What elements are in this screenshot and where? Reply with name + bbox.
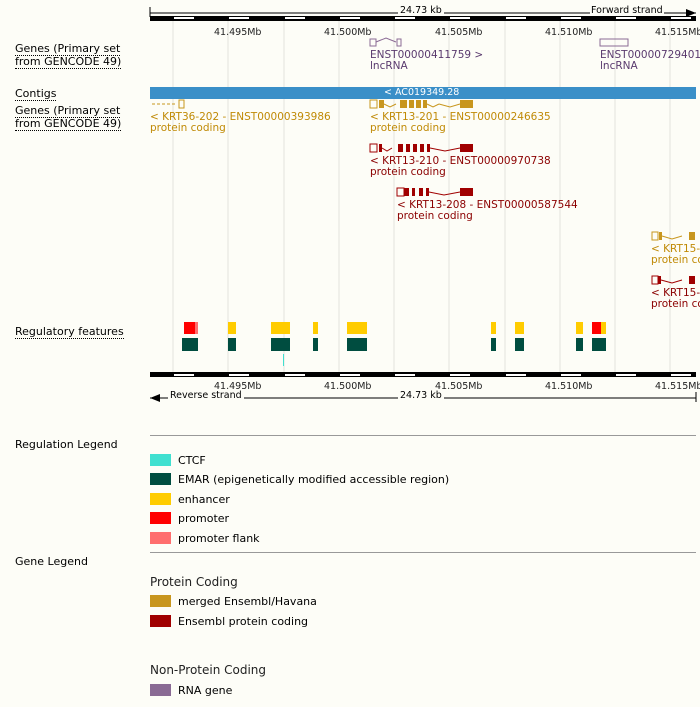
legend-label-enhancer: enhancer [178, 493, 230, 506]
gene-legend-divider [150, 552, 696, 553]
reg-enhancer[interactable] [313, 322, 318, 334]
reg-emar[interactable] [271, 338, 290, 351]
reg-emar[interactable] [228, 338, 236, 351]
reg-emar[interactable] [515, 338, 524, 351]
legend-label-emar: EMAR (epigenetically modified accessible… [178, 473, 450, 486]
track-label-regulatory[interactable]: Regulatory features [15, 325, 124, 339]
legend-swatch-enhancer [150, 493, 171, 505]
reg-emar[interactable] [182, 338, 198, 351]
forward-strand-label: Forward strand [590, 5, 664, 16]
contig-bar[interactable] [150, 87, 696, 99]
krt36-202-type: protein coding [150, 122, 226, 134]
krt15-a-glyph[interactable] [650, 231, 696, 243]
legend-swatch-emar [150, 473, 171, 485]
tick-bottom-2: 41.500Mb [324, 381, 372, 392]
reg-enhancer[interactable] [515, 322, 524, 334]
grid-lines [172, 21, 671, 373]
reg-promoter[interactable] [184, 322, 195, 334]
lncrna-1-type: lncRNA [370, 60, 408, 72]
krt15-a-type: protein co [651, 254, 700, 266]
krt13-201-type: protein coding [370, 122, 446, 134]
krt13-208-name[interactable]: < KRT13-208 - ENST00000587544 [397, 199, 578, 211]
reg-promoter[interactable] [592, 322, 601, 334]
lncrna-2-glyph[interactable] [598, 36, 638, 50]
tick-bottom-1: 41.495Mb [214, 381, 262, 392]
bottom-checker-bar [150, 372, 696, 377]
track-label-genes-bottom[interactable]: Genes (Primary set from GENCODE 49) [15, 104, 122, 131]
legend-swatch-merged [150, 595, 171, 607]
reg-emar[interactable] [592, 338, 606, 351]
legend-label-promoter: promoter [178, 512, 230, 525]
reg-enhancer[interactable] [576, 322, 583, 334]
krt13-210-name[interactable]: < KRT13-210 - ENST00000970738 [370, 155, 551, 167]
lncrna-1-name[interactable]: ENST00000411759 > [370, 49, 484, 61]
legend-label-ensembl-protein: Ensembl protein coding [178, 615, 309, 628]
krt13-210-type: protein coding [370, 166, 446, 178]
track-label-line: from GENCODE 49) [15, 55, 122, 69]
krt13-201-name[interactable]: < KRT13-201 - ENST00000246635 [370, 111, 551, 123]
lncrna-2-type: lncRNA [600, 60, 638, 72]
reg-ctcf[interactable] [283, 354, 284, 366]
krt15-a-name[interactable]: < KRT15- [651, 243, 700, 255]
krt13-208-glyph[interactable] [395, 187, 480, 199]
gene-legend-title: Gene Legend [15, 555, 88, 568]
reg-enhancer[interactable] [271, 322, 290, 334]
legend-label-merged: merged Ensembl/Havana [178, 595, 317, 608]
reg-emar[interactable] [576, 338, 583, 351]
non-protein-coding-title: Non-Protein Coding [150, 663, 267, 677]
reverse-arrow-icon [150, 394, 160, 402]
tick-bottom-5: 41.515Mb [655, 381, 700, 392]
track-label-line: Genes (Primary set [15, 104, 121, 118]
krt36-202-name[interactable]: < KRT36-202 - ENST00000393986 [150, 111, 331, 123]
reverse-strand-label: Reverse strand [168, 390, 244, 401]
tick-top-5: 41.515Mb [655, 27, 700, 38]
tick-top-1: 41.495Mb [214, 27, 262, 38]
forward-arrow-icon [686, 9, 696, 17]
track-label-line: from GENCODE 49) [15, 117, 122, 131]
length-label: 24.73 kb [398, 5, 444, 16]
reg-enhancer[interactable] [491, 322, 496, 334]
krt15-b-type: protein co [651, 298, 700, 310]
reg-enhancer[interactable] [347, 322, 367, 334]
contig-name: < AC019349.28 [384, 87, 460, 98]
krt13-210-glyph[interactable] [368, 143, 478, 155]
reg-emar[interactable] [313, 338, 318, 351]
legend-swatch-ensembl-protein [150, 615, 171, 627]
length-label-bottom: 24.73 kb [398, 390, 444, 401]
legend-swatch-promoter [150, 512, 171, 524]
legend-swatch-rna-gene [150, 684, 171, 696]
krt15-b-name[interactable]: < KRT15- [651, 287, 700, 299]
reg-enhancer[interactable] [228, 322, 236, 334]
reg-promoter-flank[interactable] [195, 322, 198, 334]
tick-bottom-4: 41.510Mb [545, 381, 593, 392]
legend-label-ctcf: CTCF [178, 454, 206, 467]
regulation-legend-title: Regulation Legend [15, 438, 118, 451]
krt13-208-type: protein coding [397, 210, 473, 222]
legend-label-rna-gene: RNA gene [178, 684, 233, 697]
track-label-genes-top[interactable]: Genes (Primary set from GENCODE 49) [15, 42, 122, 69]
tick-top-3: 41.505Mb [435, 27, 483, 38]
lncrna-1-glyph[interactable] [368, 36, 408, 50]
top-checker-bar [150, 16, 696, 21]
tick-bottom-3: 41.505Mb [435, 381, 483, 392]
track-label-line: Genes (Primary set [15, 42, 121, 56]
regulatory-features[interactable] [150, 320, 696, 368]
legend-label-promoter-flank: promoter flank [178, 532, 260, 545]
krt13-201-glyph[interactable] [368, 99, 478, 111]
reg-enhancer[interactable] [601, 322, 606, 334]
tick-top-4: 41.510Mb [545, 27, 593, 38]
krt36-202-glyph[interactable] [150, 99, 190, 111]
tick-top-2: 41.500Mb [324, 27, 372, 38]
legend-swatch-promoter-flank [150, 532, 171, 544]
regulation-legend-divider [150, 435, 696, 436]
lncrna-2-name[interactable]: ENST00000729401 [600, 49, 700, 61]
protein-coding-title: Protein Coding [150, 575, 238, 589]
reg-emar[interactable] [491, 338, 496, 351]
krt15-b-glyph[interactable] [650, 275, 696, 287]
track-label-contigs[interactable]: Contigs [15, 87, 57, 101]
legend-swatch-ctcf [150, 454, 171, 466]
reg-emar[interactable] [347, 338, 367, 351]
